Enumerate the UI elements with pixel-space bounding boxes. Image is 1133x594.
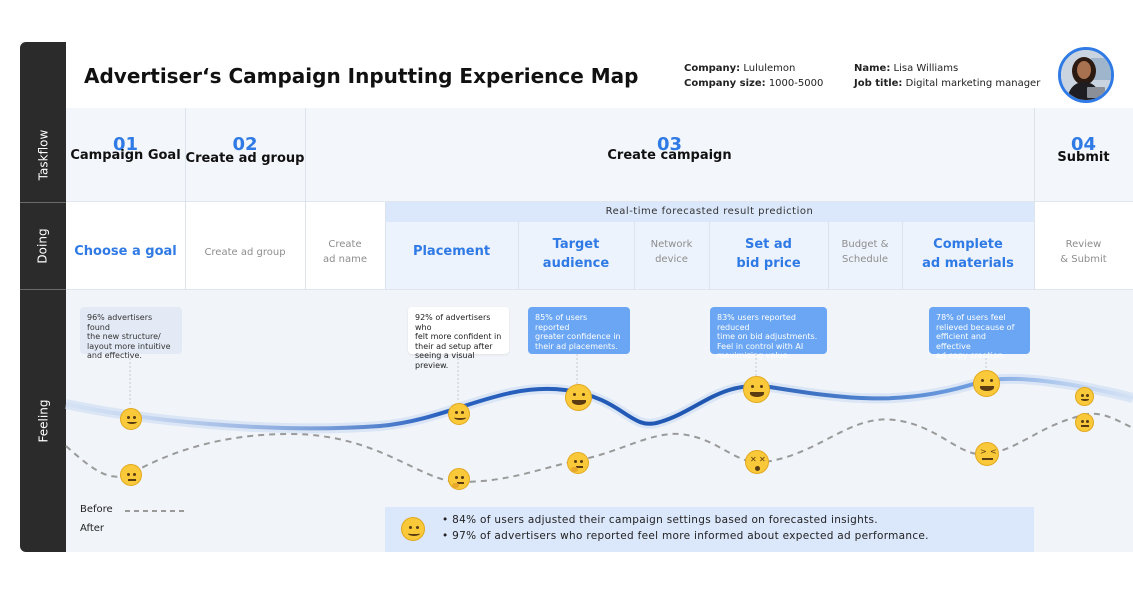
stage-number: 03 bbox=[656, 134, 683, 155]
stage-submit: Submit bbox=[1057, 150, 1110, 165]
slightly-smiling-face-icon bbox=[1075, 387, 1094, 406]
name-label: Name: bbox=[854, 63, 891, 74]
smiling-face-icon bbox=[401, 517, 425, 541]
smiling-face-icon bbox=[448, 403, 470, 425]
page-title: Advertiser‘s Campaign Inputting Experien… bbox=[84, 64, 639, 88]
taskflow-row bbox=[66, 108, 1133, 201]
stage-campaign-goal: Campaign Goal bbox=[70, 148, 181, 163]
avatar-portrait-icon bbox=[1061, 50, 1111, 100]
column-divider bbox=[902, 222, 903, 290]
row-divider bbox=[66, 289, 1133, 290]
column-divider bbox=[305, 108, 306, 290]
column-divider bbox=[709, 222, 710, 290]
confounded-face-icon: > < bbox=[975, 442, 999, 466]
sidebar-divider bbox=[20, 202, 66, 203]
feeling-note-materials: 78% of users feel relieved because of effi… bbox=[929, 307, 1030, 360]
job-title-value: Digital marketing manager bbox=[902, 78, 1041, 89]
legend-after-label: After bbox=[80, 523, 105, 534]
doing-complete-materials: Complete ad materials bbox=[922, 237, 1014, 271]
row-sidebar bbox=[20, 42, 66, 552]
company-value: Lululemon bbox=[740, 63, 796, 74]
stage-number: 01 bbox=[112, 134, 139, 155]
grinning-face-icon bbox=[973, 370, 1000, 397]
persona-info: Name: Lisa Williams Job title: Digital m… bbox=[854, 61, 1040, 91]
thinking-face-icon bbox=[448, 468, 470, 490]
doing-target-audience: Target audience bbox=[542, 237, 610, 271]
dizzy-face-icon: ✕ ✕ bbox=[745, 450, 769, 474]
company-size-value: 1000-5000 bbox=[765, 78, 824, 89]
sidebar-divider bbox=[20, 289, 66, 290]
grinning-face-icon bbox=[565, 384, 592, 411]
summary-stat-2: • 97% of advertisers who reported feel m… bbox=[442, 530, 929, 542]
feeling-note-goal: 96% advertisers found the new structure/l… bbox=[80, 307, 182, 360]
column-divider bbox=[828, 222, 829, 290]
name-value: Lisa Williams bbox=[890, 63, 959, 74]
column-divider bbox=[185, 108, 186, 290]
company-label: Company: bbox=[684, 63, 741, 74]
summary-panel: • 84% of users adjusted their campaign s… bbox=[385, 507, 1034, 552]
doing-choose-goal: Choose a goal bbox=[74, 244, 177, 259]
summary-stat-1: • 84% of users adjusted their campaign s… bbox=[442, 514, 878, 526]
feeling-note-placement: 92% of advertisers who felt more confiden… bbox=[408, 307, 509, 370]
doing-create-ad-group: Create ad group bbox=[204, 246, 286, 258]
thinking-face-icon bbox=[567, 452, 589, 474]
feeling-note-target-audience: 85% of users reported greater confidence … bbox=[528, 307, 630, 354]
company-info: Company: Lululemon Company size: 1000-50… bbox=[684, 61, 823, 91]
column-divider bbox=[518, 222, 519, 290]
stage-create-campaign: Create campaign bbox=[607, 148, 732, 163]
doing-create-ad-name: Create ad name bbox=[322, 239, 367, 265]
column-divider bbox=[1034, 108, 1035, 290]
realtime-banner: Real-time forecasted result prediction bbox=[385, 202, 1034, 222]
column-divider bbox=[385, 202, 386, 290]
job-title-label: Job title: bbox=[854, 78, 903, 89]
slightly-smiling-face-icon bbox=[120, 408, 142, 430]
company-size-label: Company size: bbox=[684, 78, 766, 89]
stage-create-ad-group: Create ad group bbox=[185, 151, 305, 166]
feeling-note-bid-price: 83% users reported reduced time on bid ad… bbox=[710, 307, 827, 360]
grinning-face-icon bbox=[743, 376, 770, 403]
stage-number: 04 bbox=[1070, 134, 1097, 155]
user-avatar bbox=[1058, 47, 1114, 103]
doing-set-ad-bid: Set ad bid price bbox=[736, 237, 801, 271]
emotion-curves bbox=[64, 354, 1133, 532]
neutral-face-icon bbox=[1075, 413, 1094, 432]
doing-budget-schedule: Budget & Schedule bbox=[841, 239, 889, 265]
experience-map: Advertiser‘s Campaign Inputting Experien… bbox=[20, 42, 1133, 552]
doing-review-submit: Review & Submit bbox=[1060, 239, 1107, 265]
stage-number: 02 bbox=[232, 134, 258, 155]
column-divider bbox=[634, 222, 635, 290]
doing-network-device: Network device bbox=[650, 239, 693, 265]
legend-before-label: Before bbox=[80, 504, 113, 515]
doing-placement: Placement bbox=[412, 244, 491, 259]
worried-face-icon bbox=[120, 464, 142, 486]
row-divider bbox=[66, 201, 1133, 202]
